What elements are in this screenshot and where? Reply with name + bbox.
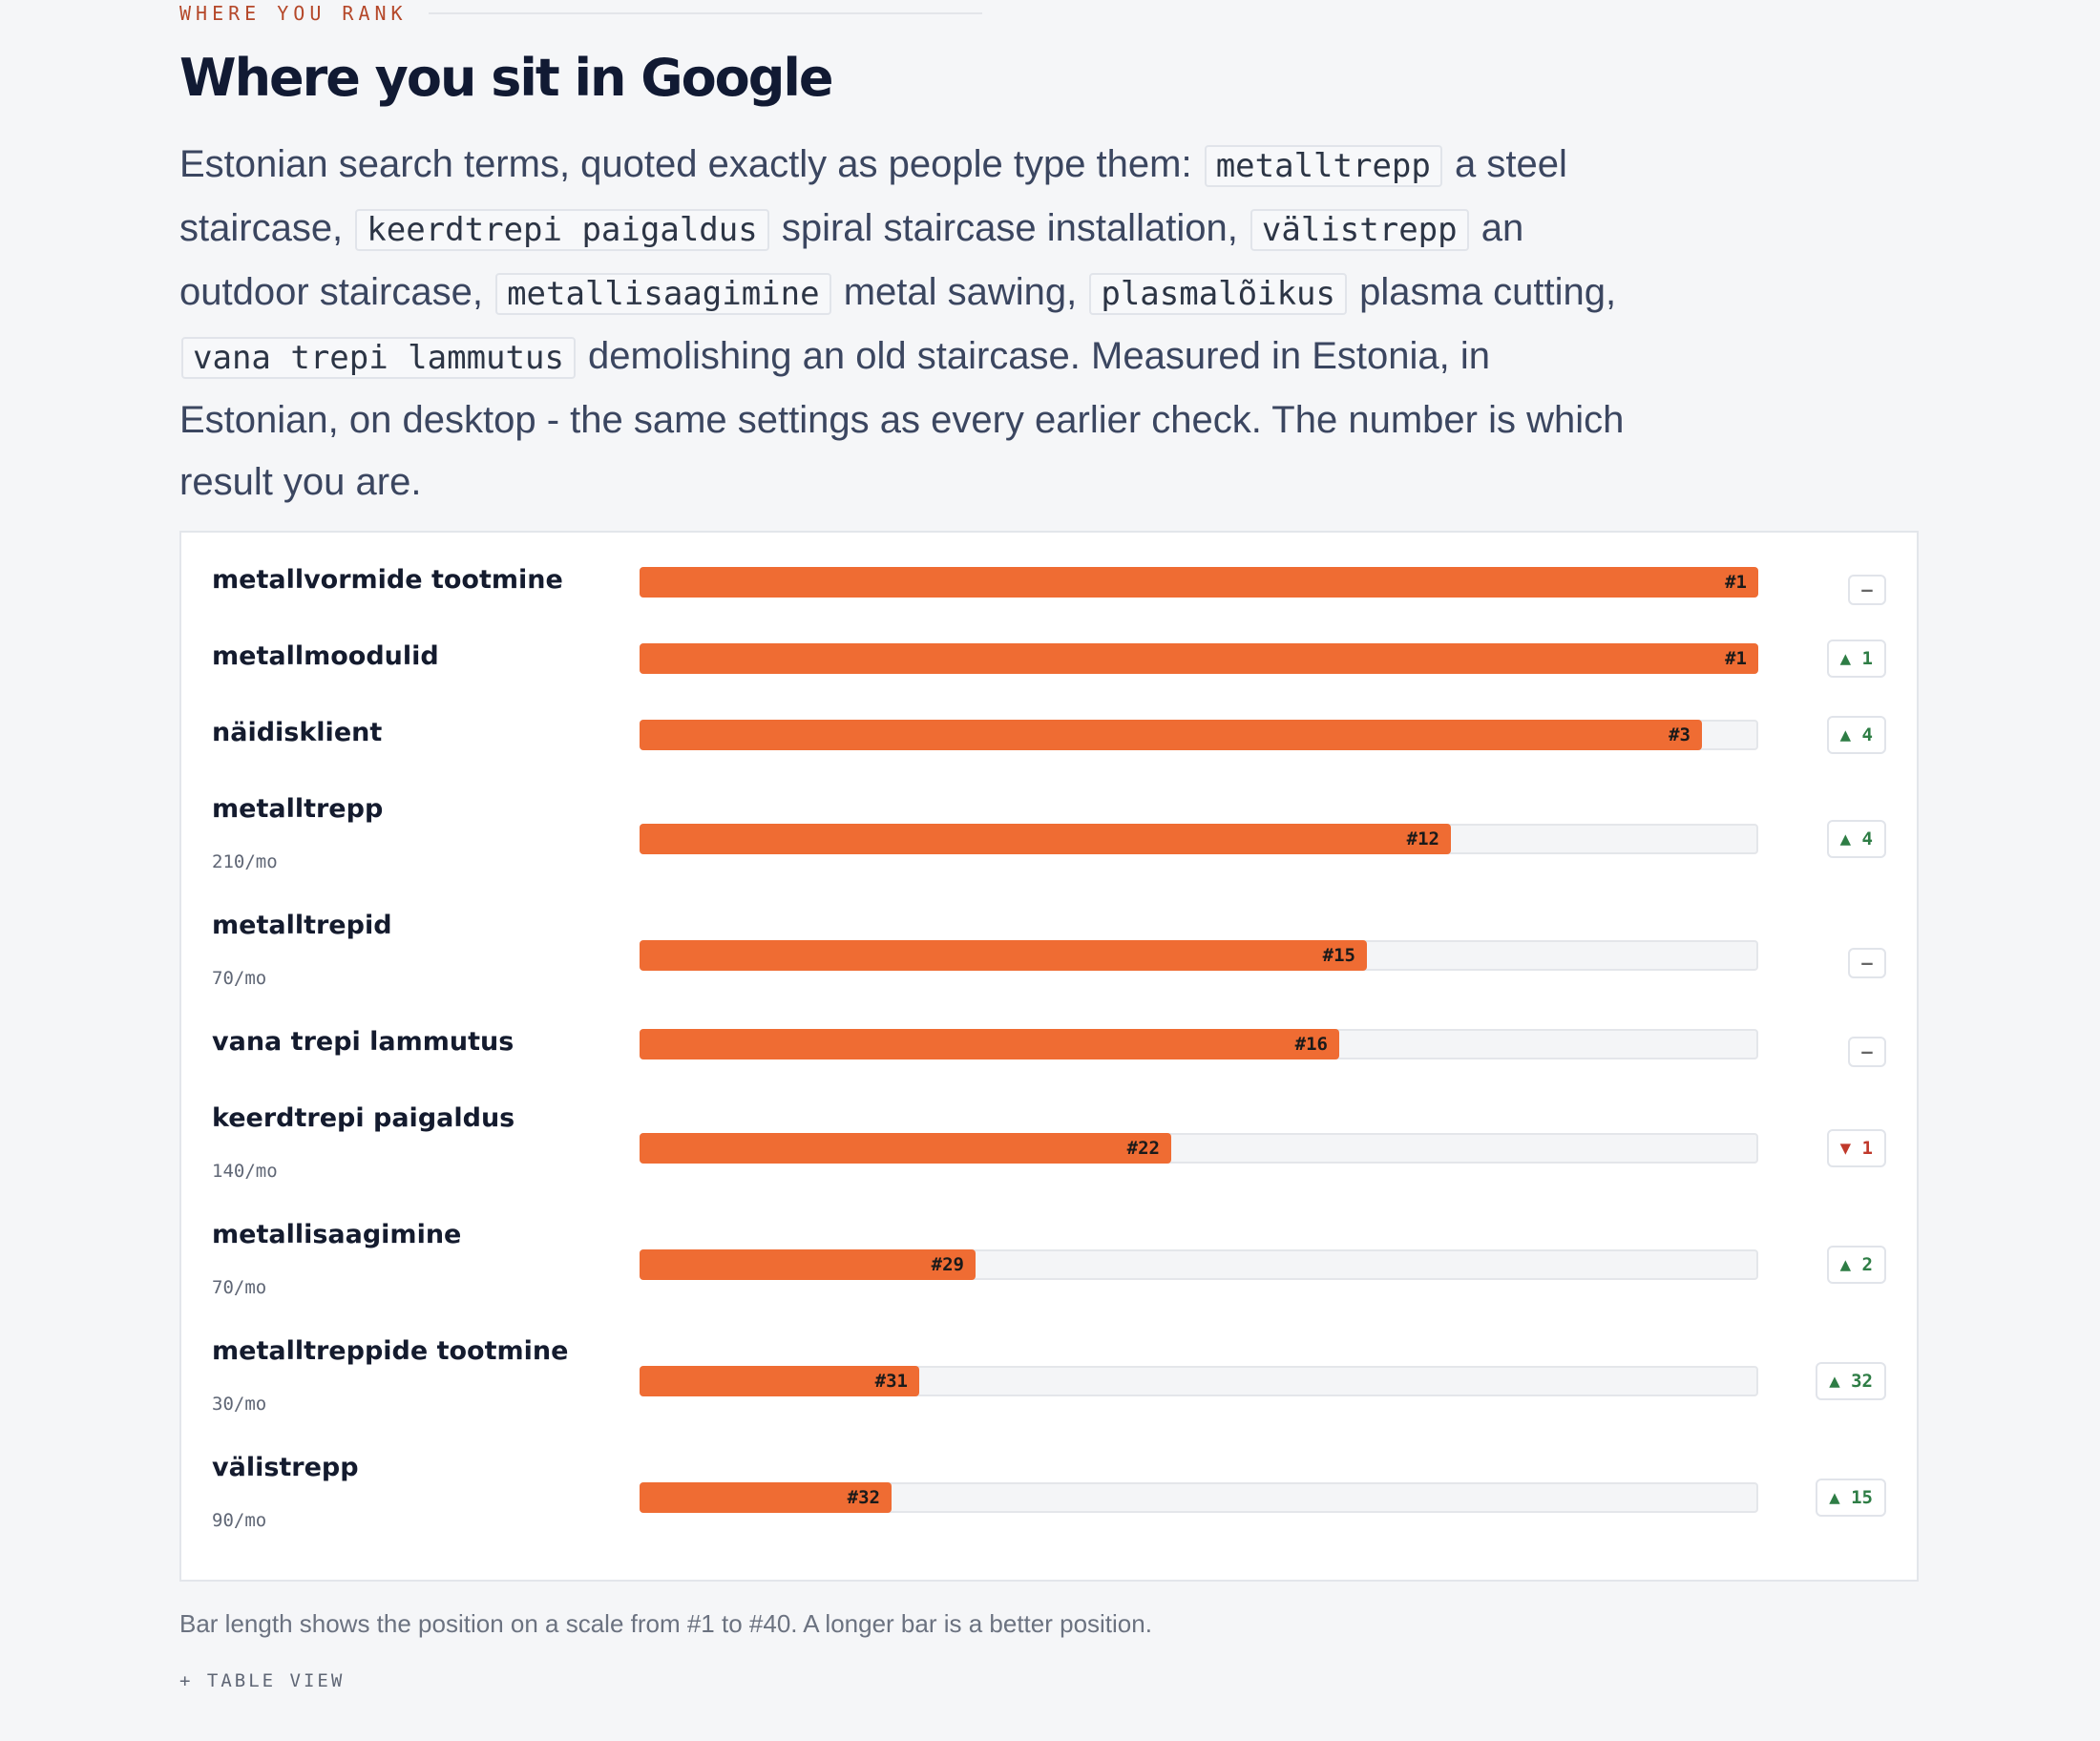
- rank-change-badge: ▲ 4: [1826, 716, 1886, 754]
- search-term-code: metallisaagimine: [495, 273, 831, 315]
- rank-change-badge: ▲ 2: [1826, 1246, 1886, 1284]
- rank-bar: #1: [640, 567, 1758, 598]
- search-volume: 210/mo: [212, 851, 278, 872]
- search-volume: 70/mo: [212, 1277, 267, 1298]
- rank-label: #15: [1322, 945, 1355, 966]
- rank-bar-track: #3: [640, 720, 1758, 750]
- ranking-chart: metallvormide tootmine #1 – metallmoodulid #…: [179, 531, 1919, 1582]
- search-term-code: plasmalõikus: [1089, 273, 1347, 315]
- intro-text: demolishing an old staircase. Measured i…: [179, 335, 1625, 503]
- rank-bar-track: #15: [640, 940, 1758, 971]
- rank-label: #16: [1294, 1034, 1328, 1055]
- keyword-label: näidisklient: [212, 718, 383, 747]
- rank-change-badge: ▲ 15: [1816, 1479, 1886, 1517]
- rank-label: #22: [1126, 1138, 1160, 1159]
- rank-bar: #15: [640, 940, 1367, 971]
- ranking-row: näidisklient #3 ▲ 4: [181, 716, 1917, 774]
- search-term-code: vana trepi lammutus: [181, 337, 576, 379]
- search-term-code: keerdtrepi paigaldus: [355, 209, 769, 251]
- rank-bar: #29: [640, 1249, 976, 1280]
- intro-text: an outdoor staircase,: [179, 207, 1524, 313]
- rank-label: #3: [1669, 724, 1690, 745]
- keyword-label: välistrepp: [212, 1453, 359, 1482]
- intro-text: Estonian search terms, quoted exactly as…: [179, 143, 1203, 185]
- ranking-row: välistrepp 90/mo #32 ▲ 15: [181, 1453, 1917, 1537]
- ranking-row: metallisaagimine 70/mo #29 ▲ 2: [181, 1220, 1917, 1304]
- ranking-row: metalltreppide tootmine 30/mo #31 ▲ 32: [181, 1336, 1917, 1420]
- intro-text: a steel staircase,: [179, 143, 1567, 249]
- keyword-label: metallmoodulid: [212, 641, 439, 671]
- rank-label: #1: [1725, 572, 1747, 593]
- rank-change-badge: ▲ 4: [1826, 820, 1886, 858]
- eyebrow-rule: [428, 12, 982, 14]
- rank-label: #29: [931, 1254, 964, 1275]
- keyword-label: metalltreppide tootmine: [212, 1336, 569, 1366]
- keyword-label: metalltrepid: [212, 911, 392, 940]
- search-volume: 70/mo: [212, 968, 267, 989]
- rank-label: #31: [874, 1371, 908, 1392]
- rank-change-badge: ▼ 1: [1826, 1129, 1886, 1167]
- chart-note: Bar length shows the position on a scale…: [179, 1609, 1152, 1638]
- rank-bar: #1: [640, 643, 1758, 674]
- rank-bar: #31: [640, 1366, 919, 1396]
- search-volume: 30/mo: [212, 1394, 267, 1415]
- rank-change-badge: ▲ 1: [1826, 640, 1886, 678]
- rank-bar-track: #31: [640, 1366, 1758, 1396]
- rank-bar: #12: [640, 824, 1451, 854]
- rank-change-badge: –: [1848, 1037, 1886, 1067]
- ranking-row: metallmoodulid #1 ▲ 1: [181, 640, 1917, 698]
- rank-bar-track: #1: [640, 567, 1758, 598]
- keyword-label: metallvormide tootmine: [212, 565, 563, 595]
- ranking-row: metallvormide tootmine #1 –: [181, 565, 1917, 621]
- rank-bar: #3: [640, 720, 1702, 750]
- rank-bar: #22: [640, 1133, 1171, 1164]
- search-volume: 90/mo: [212, 1510, 267, 1531]
- ranking-row: vana trepi lammutus #16 –: [181, 1027, 1917, 1083]
- rank-bar-track: #16: [640, 1029, 1758, 1059]
- keyword-label: metalltrepp: [212, 794, 384, 824]
- rank-change-badge: ▲ 32: [1816, 1362, 1886, 1400]
- rank-label: #12: [1406, 829, 1439, 850]
- rank-bar-track: #29: [640, 1249, 1758, 1280]
- rank-label: #1: [1725, 648, 1747, 669]
- page-title: Where you sit in Google: [179, 48, 834, 108]
- rank-bar-track: #32: [640, 1482, 1758, 1513]
- section-eyebrow: WHERE YOU RANK: [179, 0, 982, 27]
- intro-text: metal sawing,: [832, 271, 1088, 313]
- search-term-code: välistrepp: [1250, 209, 1469, 251]
- rank-bar: #32: [640, 1482, 892, 1513]
- rank-bar-track: #1: [640, 643, 1758, 674]
- ranking-row: metalltrepid 70/mo #15 –: [181, 911, 1917, 995]
- ranking-row: metalltrepp 210/mo #12 ▲ 4: [181, 794, 1917, 878]
- rank-bar-track: #12: [640, 824, 1758, 854]
- intro-text: plasma cutting,: [1349, 271, 1617, 313]
- rank-bar: #16: [640, 1029, 1339, 1059]
- search-term-code: metalltrepp: [1204, 145, 1442, 187]
- intro-text: spiral staircase installation,: [770, 207, 1249, 249]
- rank-change-badge: –: [1848, 575, 1886, 605]
- rank-label: #32: [847, 1487, 880, 1508]
- ranking-row: keerdtrepi paigaldus 140/mo #22 ▼ 1: [181, 1103, 1917, 1187]
- rank-change-badge: –: [1848, 948, 1886, 978]
- keyword-label: metallisaagimine: [212, 1220, 462, 1249]
- search-volume: 140/mo: [212, 1161, 278, 1182]
- keyword-label: vana trepi lammutus: [212, 1027, 514, 1057]
- intro-paragraph: Estonian search terms, quoted exactly as…: [179, 134, 1630, 514]
- rank-bar-track: #22: [640, 1133, 1758, 1164]
- table-view-toggle[interactable]: + TABLE VIEW: [179, 1670, 346, 1691]
- keyword-label: keerdtrepi paigaldus: [212, 1103, 515, 1133]
- eyebrow-label: WHERE YOU RANK: [179, 2, 408, 25]
